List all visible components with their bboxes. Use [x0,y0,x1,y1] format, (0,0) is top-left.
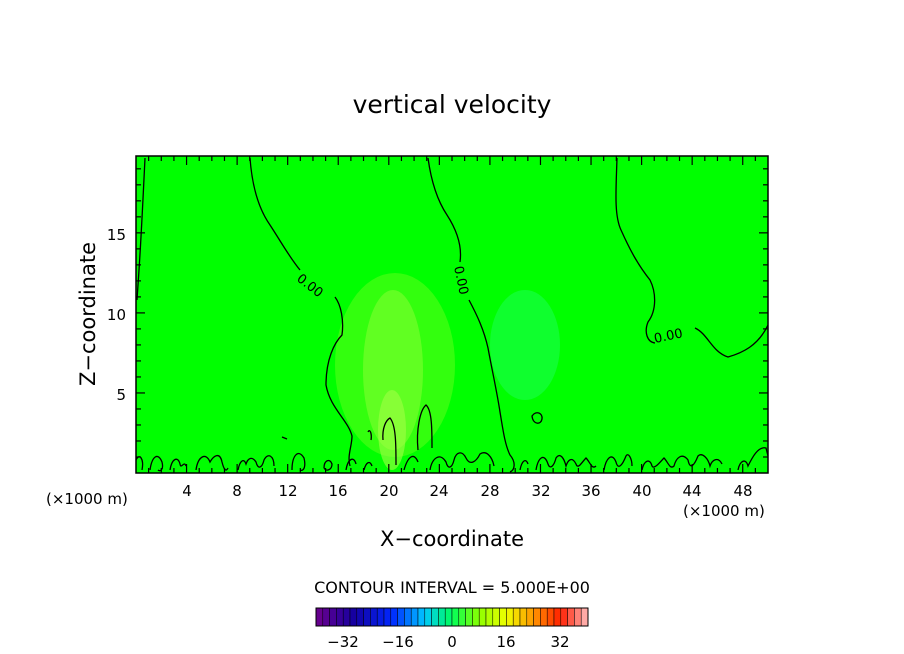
x-tick-label: 8 [232,482,242,500]
colorbar-swatch [390,607,398,627]
colorbar-tick-labels: −32 −16 0 16 32 [327,633,569,651]
colorbar-swatch [438,607,446,627]
colorbar-swatch [322,607,330,627]
contour-line [427,157,462,263]
colorbar-swatch [349,607,358,627]
colorbar-tick-label: 16 [496,633,515,651]
contour-line [136,157,146,301]
weak-updraft-region-core [378,390,406,470]
contour-line [694,324,769,358]
colorbar-swatch [342,607,351,627]
colorbar-swatch [431,607,439,627]
contour-interval-text: CONTOUR INTERVAL = 5.000E+00 [314,578,590,597]
x-tick-label: 36 [581,482,600,500]
colorbar-frame [315,607,589,627]
colorbar-swatch [553,607,562,627]
colorbar-swatch [546,607,555,627]
plot-area-fill [136,156,768,473]
contour-label: 0.00 [653,326,684,347]
x-axis-ticks [148,156,756,473]
colorbar-tick-label: 0 [447,633,457,651]
colorbar-swatch [580,607,589,627]
colorbar-tick-label: −16 [382,633,414,651]
contour-line [382,417,397,466]
y-axis-title: Z−coordinate [76,242,100,386]
colorbar-swatch [410,607,419,627]
x-tick-label: 44 [682,482,701,500]
colorbar-swatch [492,607,500,627]
x-unit-label: (×1000 m) [683,502,765,520]
contour-line [468,299,515,473]
weak-downdraft-region [490,290,560,400]
y-tick-label: 15 [107,226,126,244]
chart-title: vertical velocity [353,90,552,119]
contour-line [367,430,372,441]
colorbar-swatch [526,607,534,627]
colorbar-swatch [417,607,426,627]
x-tick-label: 24 [429,482,448,500]
colorbar-swatch [560,607,568,627]
colorbar-swatch [356,607,364,627]
colorbar-swatch [574,607,582,627]
colorbar-swatch [424,607,432,627]
colorbar-swatch [499,607,507,627]
colorbar-swatch [404,607,412,627]
colorbar-swatch [376,607,385,627]
z-unit-label: (×1000 m) [46,490,128,508]
contour-line [249,157,301,271]
colorbar-swatch [370,607,378,627]
colorbar-swatch [397,607,405,627]
weak-updraft-region-inner [363,290,423,450]
colorbar-swatch [336,607,344,627]
y-tick-label: 5 [116,386,126,404]
y-tick-label: 10 [107,306,126,324]
colorbar-swatch [363,607,371,627]
colorbar-swatch [458,607,466,627]
colorbar-swatch [329,607,337,627]
contour-line [615,157,656,344]
x-tick-label: 32 [531,482,550,500]
colorbar-swatch [533,607,541,627]
colorbar-swatch [512,607,521,627]
colorbar-swatch [485,607,494,627]
contour-line [281,436,288,440]
colorbar-swatch [506,607,514,627]
x-tick-label: 40 [632,482,651,500]
colorbar-swatch [540,607,548,627]
colorbar-swatch [567,607,575,627]
contour-line [135,447,769,472]
colorbar-tick-label: 32 [550,633,569,651]
shaded-field [335,273,560,470]
y-axis-ticks [136,168,768,458]
contour-line [531,412,543,424]
colorbar-swatch [315,607,324,627]
x-axis-title: X−coordinate [380,527,524,551]
x-tick-label: 12 [278,482,297,500]
contour-label: 0.00 [450,265,471,296]
x-tick-label: 4 [182,482,192,500]
y-tick-labels: 5 10 15 [107,226,126,404]
colorbar-tick-label: −32 [327,633,359,651]
colorbar-swatch [472,607,480,627]
colorbar [315,607,589,627]
x-tick-label: 28 [480,482,499,500]
contour-line [325,296,353,467]
x-tick-label: 20 [379,482,398,500]
zero-contours [135,157,769,473]
colorbar-swatch [383,607,392,627]
x-tick-label: 16 [328,482,347,500]
x-tick-label: 48 [733,482,752,500]
colorbar-swatch [478,607,487,627]
colorbar-swatch [444,607,453,627]
x-tick-labels: 4 8 12 16 20 24 28 32 36 40 44 48 [182,482,752,500]
colorbar-swatch [451,607,460,627]
contour-line [416,404,433,451]
colorbar-swatch [519,607,528,627]
colorbar-swatch [465,607,473,627]
